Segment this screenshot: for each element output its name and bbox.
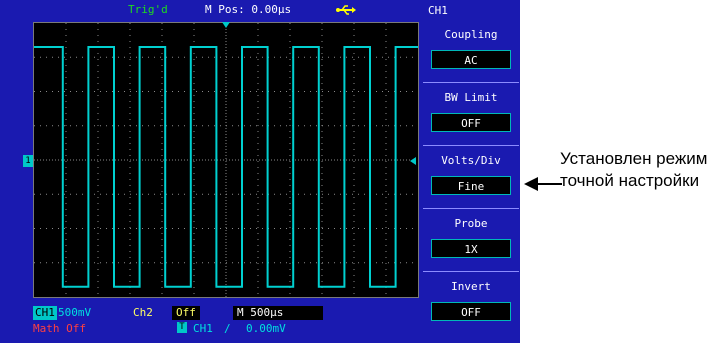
ch1-trace	[34, 46, 418, 288]
menu-item-label: Invert	[451, 280, 491, 293]
menu-item-1[interactable]: BW Limit OFF	[423, 85, 519, 143]
ch2-value: Off	[172, 306, 200, 320]
annotation-text: Установлен режим точной настройки	[560, 149, 708, 190]
ch2-label: Ch2	[133, 306, 153, 319]
menu-separator	[423, 208, 519, 209]
menu-item-value: OFF	[431, 302, 511, 321]
menu-title: CH1	[428, 4, 448, 17]
oscilloscope-display: Trig'd M Pos: 0.00µs 1 CH1 Coupling AC BW …	[0, 0, 520, 343]
menu-item-2[interactable]: Volts/Div Fine	[423, 148, 519, 206]
waveform-screen	[33, 22, 419, 298]
math-status: Math Off	[33, 322, 86, 335]
ch1-scale: 500mV	[58, 306, 92, 319]
trigger-source: CH1	[193, 322, 213, 335]
trigger-position-marker	[222, 22, 230, 28]
menu-item-value: 1X	[431, 239, 511, 258]
arrow-left-icon	[524, 177, 562, 191]
trigger-level: 0.00mV	[246, 322, 286, 335]
menu-item-label: BW Limit	[444, 91, 498, 104]
trigger-slope-icon: ∕	[224, 322, 231, 335]
menu-item-value: AC	[431, 50, 511, 69]
menu-item-label: Probe	[454, 217, 488, 230]
menu-separator	[423, 145, 519, 146]
ch1-ground-marker: 1	[23, 155, 33, 167]
menu-item-3[interactable]: Probe 1X	[423, 211, 519, 269]
graticule	[34, 23, 418, 297]
menu-item-label: Volts/Div	[441, 154, 501, 167]
menu-item-0[interactable]: Coupling AC	[423, 22, 519, 80]
menu-item-value: Fine	[431, 176, 511, 195]
menu-separator	[423, 82, 519, 83]
trigger-level-marker	[410, 157, 416, 165]
horizontal-position: M Pos: 0.00µs	[205, 3, 292, 16]
ch1-tag: CH1	[33, 306, 57, 320]
trigger-status: Trig'd	[128, 3, 168, 16]
trigger-tag: T	[177, 322, 187, 333]
menu-item-label: Coupling	[444, 28, 498, 41]
menu-separator	[423, 271, 519, 272]
menu-item-value: OFF	[431, 113, 511, 132]
usb-icon	[336, 5, 356, 15]
menu-item-4[interactable]: Invert OFF	[423, 274, 519, 332]
time-base: M 500µs	[233, 306, 323, 320]
